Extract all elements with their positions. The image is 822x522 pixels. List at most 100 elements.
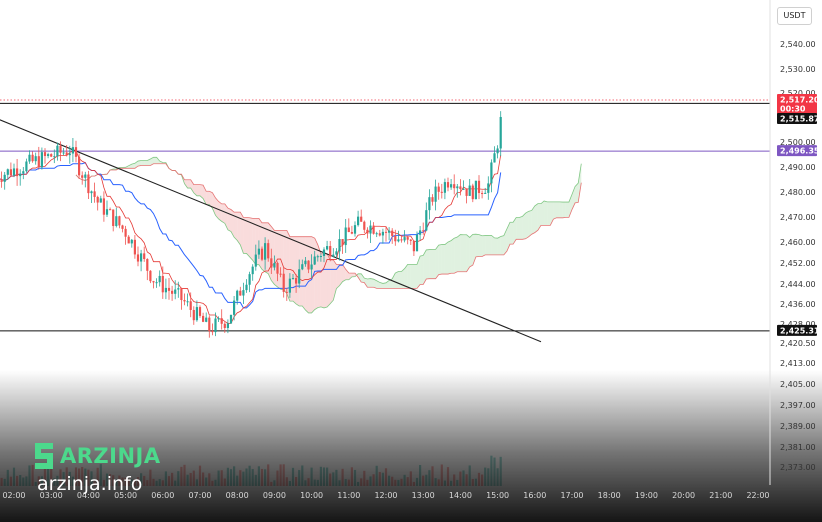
y-tick-label: 2,460.00 <box>780 238 816 247</box>
candle-body <box>146 259 149 271</box>
candle-body <box>130 239 133 244</box>
candle-body <box>254 254 257 267</box>
candle-body <box>171 290 174 294</box>
price-tag <box>777 94 817 114</box>
candle-body <box>341 239 344 246</box>
cloud-segment <box>426 249 430 280</box>
x-tick-label: 22:00 <box>746 491 769 500</box>
candle-body <box>180 288 183 301</box>
price-tag-label: 2,496.35 <box>780 147 820 156</box>
candle-body <box>68 153 71 156</box>
candle-body <box>477 180 481 194</box>
cloud-segment <box>417 256 421 289</box>
candle-body <box>471 185 474 200</box>
price-tag-label: 2,517.20 <box>780 96 820 105</box>
candle-body <box>499 116 502 149</box>
candle-body <box>121 225 124 229</box>
candle-body <box>118 216 121 226</box>
cloud-segment <box>150 157 154 166</box>
candle-body <box>459 186 462 190</box>
x-tick-label: 07:00 <box>188 491 211 500</box>
x-tick-label: 12:00 <box>374 491 397 500</box>
candle-body <box>372 225 375 234</box>
price-tag-label: 2,515.87 <box>780 115 819 124</box>
cloud-segment <box>131 163 135 169</box>
cloud-segment <box>227 208 231 232</box>
candle-body <box>453 184 456 189</box>
cloud-segment <box>578 163 582 203</box>
cloud-segment <box>193 184 197 196</box>
candle-body <box>3 174 6 182</box>
candle-body <box>0 180 3 182</box>
cloud-segment <box>448 240 452 275</box>
cloud-segment <box>379 282 383 289</box>
cloud-segment <box>237 212 241 245</box>
candle-body <box>242 290 245 296</box>
candle-body <box>260 248 264 260</box>
cloud-segment <box>423 249 427 285</box>
cloud-segment <box>317 244 321 308</box>
candle-body <box>394 235 397 242</box>
candle-body <box>363 221 366 230</box>
cloud-segment <box>559 201 563 218</box>
candle-body <box>109 209 112 211</box>
currency-button[interactable]: USDT <box>777 7 812 25</box>
cloud-segment <box>435 245 439 279</box>
cloud-segment <box>404 264 408 289</box>
candle-body <box>428 197 431 211</box>
candle-body <box>335 251 338 255</box>
cloud-segment <box>339 264 343 286</box>
cloud-segment <box>541 200 545 226</box>
y-tick-label: 2,420.50 <box>780 339 816 348</box>
candle-body <box>288 278 291 293</box>
candle-body <box>388 230 391 233</box>
cloud-segment <box>494 237 498 255</box>
cloud-segment <box>147 159 151 166</box>
y-tick-label: 2,480.00 <box>780 188 816 197</box>
cloud-segment <box>271 226 275 285</box>
candle-body <box>161 275 164 293</box>
cloud-segment <box>345 269 349 280</box>
x-tick-label: 04:00 <box>77 491 100 500</box>
candle-body <box>177 288 180 290</box>
candle-body <box>186 301 189 303</box>
cloud-segment <box>441 244 445 275</box>
y-tick-label: 2,397.00 <box>780 401 816 410</box>
candle-body <box>344 227 347 246</box>
cloud-segment <box>537 203 541 231</box>
candle-body <box>105 209 109 215</box>
cloud-segment <box>373 279 377 289</box>
cloud-segment <box>277 230 281 290</box>
cloud-segment <box>144 160 148 166</box>
y-tick-label: 2,413.00 <box>780 359 816 368</box>
cloud-segment <box>367 278 371 288</box>
cloud-segment <box>221 203 225 224</box>
candle-body <box>202 315 205 322</box>
cloud-segment <box>429 249 433 279</box>
candle-body <box>239 290 242 296</box>
candle-body <box>360 216 363 222</box>
candle-body <box>115 216 118 226</box>
cloud-segment <box>209 191 213 209</box>
cloud-segment <box>190 179 194 193</box>
candle-body <box>273 262 276 268</box>
candle-body <box>195 307 198 321</box>
cloud-segment <box>138 160 142 167</box>
cloud-segment <box>531 205 535 235</box>
candle-body <box>304 260 307 265</box>
candle-body <box>412 240 415 252</box>
cloud-segment <box>392 273 396 289</box>
cloud-segment <box>525 211 529 239</box>
candle-body <box>338 239 341 252</box>
candle-body <box>12 168 16 176</box>
cloud-segment <box>184 179 188 189</box>
candle-body <box>189 301 192 310</box>
candle-body <box>59 145 62 153</box>
candle-body <box>357 216 360 226</box>
candle-body <box>391 230 394 236</box>
x-tick-label: 10:00 <box>300 491 323 500</box>
cloud-segment <box>472 234 476 266</box>
cloud-segment <box>497 236 501 255</box>
